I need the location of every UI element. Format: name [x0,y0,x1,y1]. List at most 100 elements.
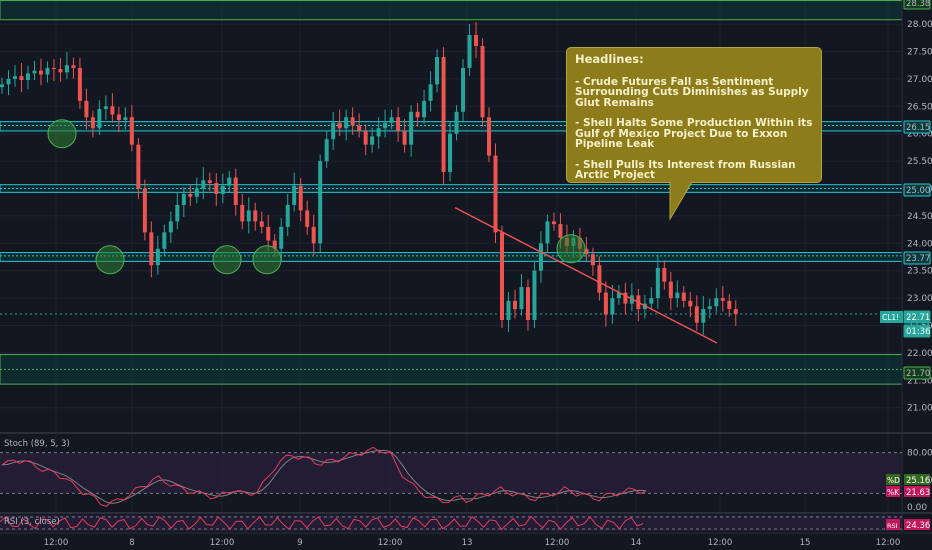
stoch-band [0,452,902,494]
price-label: 22.71 [906,313,930,323]
candle-body [77,67,82,101]
price-label: 23.77 [906,254,930,264]
y-tick-label: 21.50 [907,376,932,386]
candle-body [409,111,414,145]
rsi-line [0,515,644,531]
x-tick-label: 12:00 [210,538,235,548]
headlines-box: Headlines: - Crude Futures Fall as Senti… [566,47,822,183]
candle-body [194,188,199,197]
headlines-callout-pointer [669,182,693,221]
candle-body [84,100,89,118]
annotation-circle [252,245,282,275]
candle-body [435,56,440,85]
y-tick-label: 23.00 [907,294,932,304]
symbol-label-box [880,311,903,323]
candle-body [175,204,180,222]
stoch-k-value: 21.63 [906,488,930,498]
y-tick-label: 23.50 [907,267,932,277]
headline-item: - Shell Pulls Its Interest from Russian … [575,158,796,181]
x-tick-label: 12:00 [708,538,733,548]
candle-body [467,35,472,68]
candle-body [649,298,654,304]
candle-body [12,76,17,79]
candle-body [733,309,738,314]
candle-body [415,111,420,118]
y-tick-label: 26.50 [907,102,932,112]
stoch-d-value-box [904,474,930,485]
candle-body [597,265,602,293]
price-label-box [903,120,931,134]
stoch-k-name-box [886,486,900,497]
candle-body [162,232,167,249]
candle-body [525,287,530,321]
candle-body [662,267,667,282]
support-resistance-zone [0,0,903,21]
candle-body [487,117,492,156]
price-label-box [903,366,931,380]
candle-body [558,224,563,238]
candle-body [298,185,303,211]
stoch-d-value: 25.16 [906,476,930,486]
candle-body [259,221,264,227]
candle-body [181,193,186,205]
candle-body [519,287,524,310]
candle-body [110,106,115,115]
candle-body [227,177,232,186]
candle-body [688,300,693,307]
candle-body [474,35,479,47]
trendline [454,207,718,344]
support-resistance-zone [0,184,903,193]
rsi-value-box [904,519,930,530]
price-label-box [903,310,931,324]
candle-body [285,204,290,227]
stoch-title: Stoch (89, 5, 3) [4,439,70,449]
candle-body [376,128,381,137]
candle-body [337,122,342,129]
candle-body [454,111,459,134]
candle-body [538,243,543,271]
rsi-title: RSI (3, close) [4,517,60,527]
candle-body [253,210,258,222]
rsi-name-box [886,519,900,530]
candle-body [0,84,4,88]
candle-body [123,117,128,120]
candle-body [363,130,368,145]
candle-body [58,69,63,73]
candle-body [727,300,732,310]
candle-body [25,73,30,80]
y-tick-label: 25.50 [907,157,932,167]
candle-body [655,267,660,299]
candle-body [279,226,284,249]
candle-body [97,109,102,129]
candle-body [207,180,212,184]
y-tick-label: 27.50 [907,48,932,58]
candle-body [149,232,154,266]
candle-body [32,70,37,74]
price-label: 21.70 [906,369,930,379]
candle-body [45,67,50,75]
x-tick-label: 12:00 [378,538,403,548]
candle-body [266,226,271,241]
candle-body [129,117,134,145]
candle-body [480,46,485,118]
candle-body [155,248,160,266]
candle-body [214,183,219,194]
candle-body [90,117,95,129]
candle-body [233,177,238,205]
price-label: 25.00 [906,186,930,196]
x-tick-label: 12:00 [44,538,69,548]
y-tick-label: 27.00 [907,75,932,85]
candle-body [701,309,706,323]
x-tick-label: 12:00 [876,538,901,548]
candle-body [220,185,225,194]
candle-body [590,254,595,266]
candle-body [584,248,589,255]
candle-body [422,100,427,118]
y-tick-label: 22.00 [907,349,932,359]
candle-body [324,139,329,162]
candle-body [370,136,375,145]
stoch-y-tick: 80.00 [907,449,932,459]
stoch-d-name-box [886,474,900,485]
y-tick-label: 24.00 [907,239,932,249]
candle-body [499,232,504,321]
